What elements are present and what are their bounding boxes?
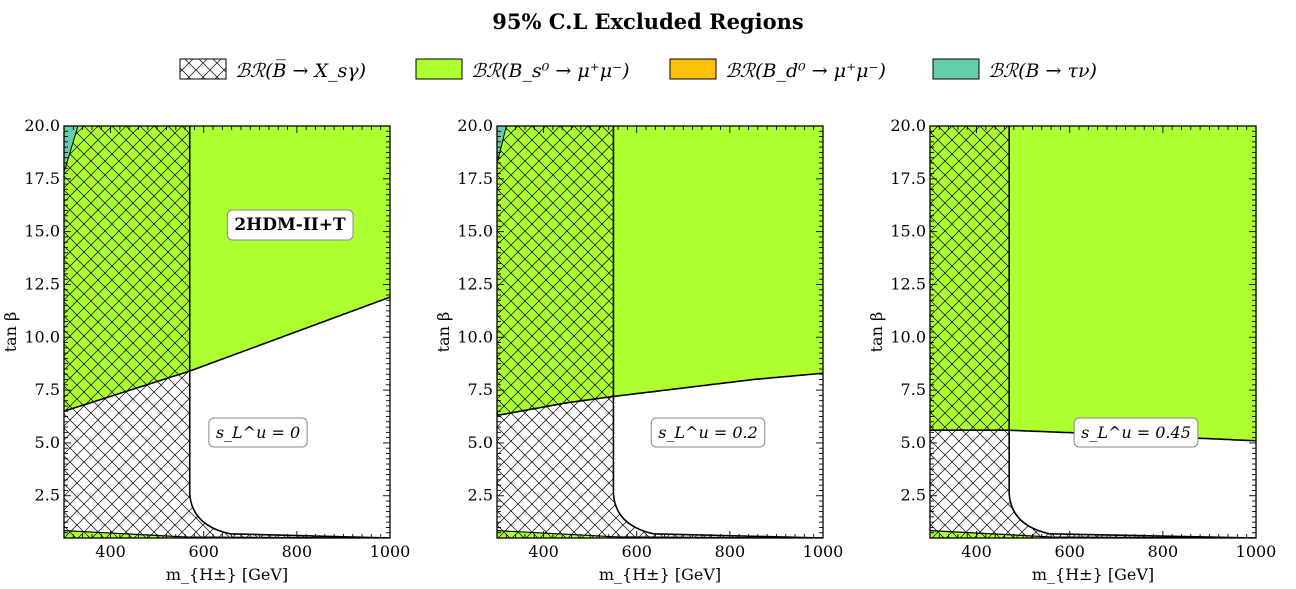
ticks bbox=[496, 125, 824, 539]
y-tick-label: 12.5 bbox=[457, 274, 493, 293]
x-axis-label: m_{H±} [GeV] bbox=[166, 565, 288, 584]
bsgamma-boundary bbox=[612, 126, 823, 538]
annotation-box: s_L^u = 0.2 bbox=[650, 417, 766, 448]
x-tick-label: 600 bbox=[188, 542, 219, 561]
annotation-box: s_L^u = 0.45 bbox=[1073, 417, 1199, 448]
panel-1: 400 600 800 1000 2.5 5.0 7.5 10.0 12.5 15.0 17.5 20… bbox=[1, 116, 410, 584]
x-tick-label: 800 bbox=[1148, 542, 1179, 561]
panel-2: 400 600 800 1000 2.5 5.0 7.5 10.0 12.5 15.0 17.5 20… bbox=[434, 116, 843, 584]
x-tick-label: 400 bbox=[528, 542, 559, 561]
y-tick-label: 7.5 bbox=[35, 380, 60, 399]
legend-label-bdmumu: ℬℛ(B_d⁰ → μ⁺μ⁻) bbox=[725, 60, 886, 82]
y-tick-label: 5.0 bbox=[901, 433, 926, 452]
annotation-frame bbox=[1073, 417, 1199, 448]
x-tick-label: 400 bbox=[961, 542, 992, 561]
y-tick-label: 10.0 bbox=[24, 327, 60, 346]
ticks bbox=[63, 125, 391, 539]
annotation-frame bbox=[208, 417, 308, 448]
annotation-text: s_L^u = 0.2 bbox=[658, 423, 758, 442]
bsmumu-boundary bbox=[497, 372, 823, 417]
y-tick-label: 20.0 bbox=[24, 116, 60, 135]
y-tick-label: 20.0 bbox=[890, 116, 926, 135]
btaunu-excluded-region bbox=[64, 126, 79, 173]
annotation-frame bbox=[226, 209, 354, 241]
plot-area bbox=[930, 126, 1256, 538]
x-tick-label: 600 bbox=[621, 542, 652, 561]
y-tick-label: 17.5 bbox=[457, 169, 493, 188]
plot-area bbox=[64, 126, 390, 538]
y-tick-label: 15.0 bbox=[890, 222, 926, 241]
y-tick-label: 10.0 bbox=[890, 327, 926, 346]
y-tick-label: 7.5 bbox=[901, 380, 926, 399]
y-tick-label: 5.0 bbox=[35, 433, 60, 452]
legend-label-bsmumu: ℬℛ(B_s⁰ → μ⁺μ⁻) bbox=[471, 60, 630, 82]
plot-area bbox=[497, 126, 823, 538]
x-axis-label: m_{H±} [GeV] bbox=[1032, 565, 1154, 584]
y-tick-label: 2.5 bbox=[901, 486, 926, 505]
x-tick-label: 800 bbox=[282, 542, 313, 561]
y-tick-label: 7.5 bbox=[468, 380, 493, 399]
y-tick-label: 12.5 bbox=[890, 274, 926, 293]
annotation-box: 2HDM-II+T bbox=[226, 209, 354, 241]
y-axis-label: tan β bbox=[1, 312, 20, 353]
y-axis-label: tan β bbox=[867, 312, 886, 353]
ticks bbox=[929, 125, 1257, 539]
y-tick-label: 2.5 bbox=[468, 486, 493, 505]
bsgamma-boundary bbox=[1008, 126, 1256, 538]
x-tick-label: 1000 bbox=[803, 542, 844, 561]
y-tick-label: 12.5 bbox=[24, 274, 60, 293]
legend-swatch-bsmumu bbox=[415, 58, 463, 80]
x-axis-label: m_{H±} [GeV] bbox=[599, 565, 721, 584]
annotation-text: 2HDM-II+T bbox=[234, 215, 346, 235]
figure-title: 95% C.L Excluded Regions bbox=[492, 9, 803, 34]
x-tick-label: 1000 bbox=[370, 542, 411, 561]
annotation-text: s_L^u = 0.45 bbox=[1081, 423, 1191, 442]
annotation-box: s_L^u = 0 bbox=[208, 417, 308, 448]
legend-label-btaunu: ℬℛ(B → τν) bbox=[988, 60, 1097, 82]
y-tick-label: 15.0 bbox=[457, 222, 493, 241]
x-tick-label: 800 bbox=[715, 542, 746, 561]
y-tick-label: 2.5 bbox=[35, 486, 60, 505]
bsgamma-excluded-region bbox=[497, 126, 823, 538]
bsgamma-excluded-region bbox=[930, 126, 1256, 538]
bsgamma-excluded-region bbox=[64, 126, 390, 538]
x-tick-label: 1000 bbox=[1236, 542, 1277, 561]
y-axis-label: tan β bbox=[434, 312, 453, 353]
y-tick-label: 20.0 bbox=[457, 116, 493, 135]
legend-swatch-bdmumu bbox=[669, 58, 717, 80]
y-tick-label: 17.5 bbox=[890, 169, 926, 188]
y-tick-label: 17.5 bbox=[24, 169, 60, 188]
legend-swatch-bsgamma bbox=[179, 58, 227, 80]
legend-swatch-btaunu bbox=[932, 58, 980, 80]
y-tick-label: 5.0 bbox=[468, 433, 493, 452]
y-tick-label: 10.0 bbox=[457, 327, 493, 346]
panels: 400 600 800 1000 2.5 5.0 7.5 10.0 12.5 15.0 17.5 20… bbox=[1, 116, 1276, 584]
x-tick-label: 600 bbox=[1054, 542, 1085, 561]
annotation-frame bbox=[650, 417, 766, 448]
annotation-text: s_L^u = 0 bbox=[216, 423, 300, 442]
legend: ℬℛ(B̅ → X_sγ) ℬℛ(B_s⁰ → μ⁺μ⁻) ℬℛ(B_d⁰ → … bbox=[179, 58, 1097, 82]
panel-3: 400 600 800 1000 2.5 5.0 7.5 10.0 12.5 15.0 17.5 20… bbox=[867, 116, 1276, 584]
y-tick-label: 15.0 bbox=[24, 222, 60, 241]
bsmumu-excluded-region bbox=[930, 126, 1256, 441]
legend-label-bsgamma: ℬℛ(B̅ → X_sγ) bbox=[235, 60, 366, 82]
btaunu-excluded-region bbox=[497, 126, 507, 165]
bsmumu-boundary bbox=[64, 296, 390, 412]
bsgamma-boundary bbox=[188, 126, 390, 538]
x-tick-label: 400 bbox=[95, 542, 126, 561]
